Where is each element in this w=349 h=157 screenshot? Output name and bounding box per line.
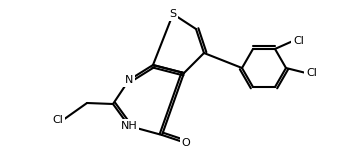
Text: Cl: Cl [293, 36, 304, 46]
Text: Cl: Cl [306, 68, 317, 78]
Text: S: S [169, 9, 177, 19]
Text: O: O [181, 138, 190, 148]
Text: NH: NH [121, 121, 138, 131]
Text: N: N [125, 75, 133, 85]
Text: Cl: Cl [52, 115, 63, 125]
